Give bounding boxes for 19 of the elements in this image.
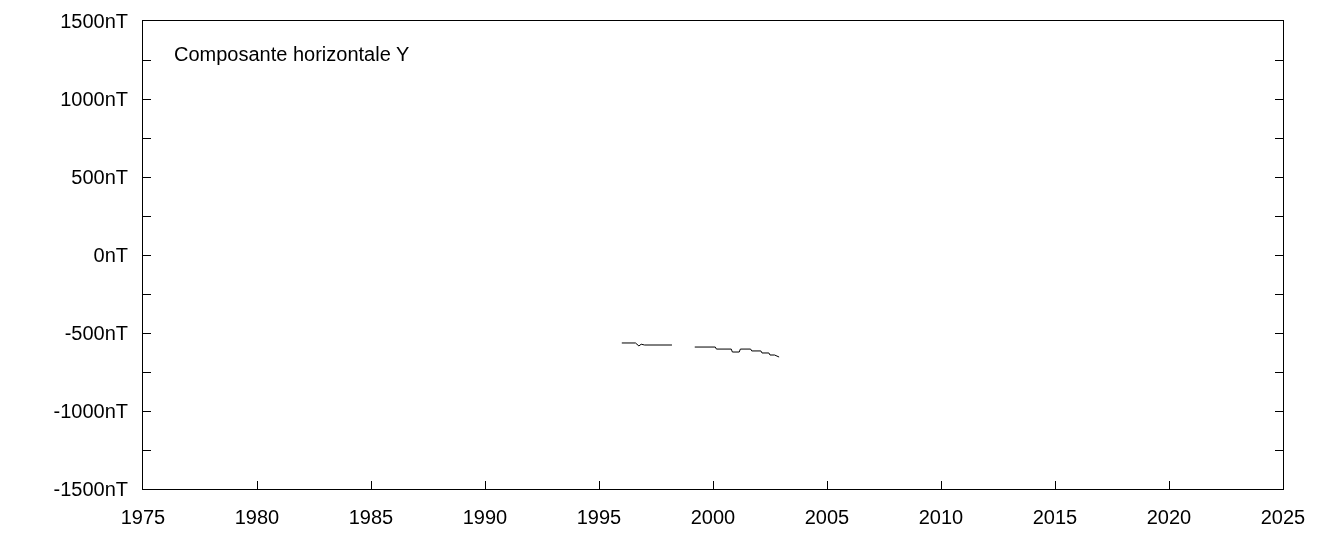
x-tick-label: 2025	[1260, 506, 1306, 528]
x-tick-label: 2000	[690, 506, 736, 528]
x-tick-label: 2010	[918, 506, 964, 528]
x-tick-label: 2015	[1032, 506, 1078, 528]
x-tick-label: 2005	[804, 506, 850, 528]
y-tick-label: 500nT	[71, 166, 128, 188]
x-tick-label: 1990	[462, 506, 508, 528]
y-tick-label: -1000nT	[53, 400, 128, 422]
y-tick-label: -500nT	[64, 322, 128, 344]
y-tick-label: 0nT	[93, 244, 128, 266]
x-tick-label: 1975	[120, 506, 166, 528]
x-tick-label: 1980	[234, 506, 280, 528]
y-tick-label: 1500nT	[60, 10, 128, 32]
x-tick-label: 1985	[348, 506, 394, 528]
annotation: Composante horizontale Y	[174, 43, 410, 65]
y-tick-label: 1000nT	[60, 88, 128, 110]
x-tick-label: 2020	[1146, 506, 1192, 528]
x-tick-label: 1995	[576, 506, 622, 528]
y-tick-label: -1500nT	[53, 478, 128, 500]
